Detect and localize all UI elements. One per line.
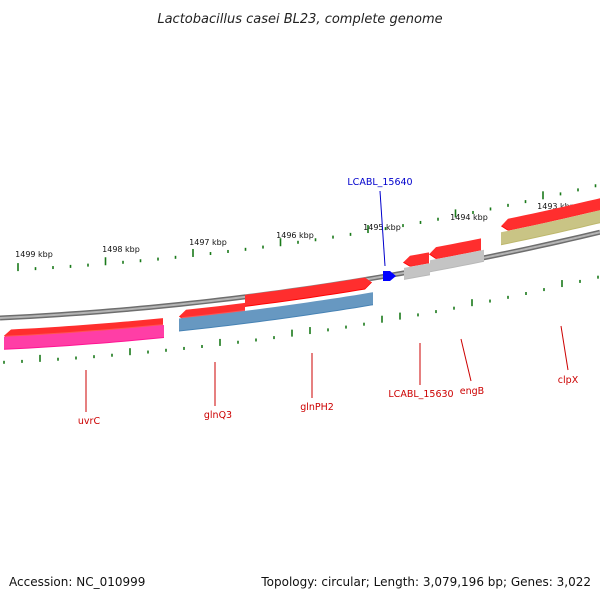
callout-line <box>560 325 569 371</box>
gene-features <box>4 197 600 350</box>
gene-engB <box>429 238 481 260</box>
scale-label: 1496 kbp <box>276 231 314 240</box>
cds-LCABL_15630 <box>404 263 430 280</box>
gene-LCABL_15640 <box>383 271 396 281</box>
gene-label: LCABL_15640 <box>347 177 412 188</box>
scale-label: 1494 kbp <box>450 213 488 222</box>
cds-engB <box>430 249 484 273</box>
gene-glnPH2-shine <box>245 276 372 306</box>
cds-glnQ3-glnPH2 <box>179 292 373 332</box>
scale-label: 1493 kbp <box>537 202 575 211</box>
scale-label: 1499 kbp <box>15 250 53 259</box>
gene-callouts: uvrC glnQ3 glnPH2 LCABL_15630 engB clpX LCABL_… <box>78 177 579 427</box>
scale-label: 1497 kbp <box>189 238 227 247</box>
gene-label: uvrC <box>78 416 101 427</box>
gene-label: glnPH2 <box>300 402 334 413</box>
gene-glnQ3-shine <box>179 301 245 321</box>
gene-engB-shine <box>429 237 481 259</box>
gene-label: clpX <box>558 375 579 386</box>
gene-glnPH2 <box>245 277 372 307</box>
map-title: Lactobacillus casei BL23, complete genom… <box>157 12 442 27</box>
gene-clpX <box>501 198 600 231</box>
accession-text: Accession: NC_010999 <box>9 575 145 589</box>
cds-engB-shine <box>430 248 484 272</box>
gene-label: glnQ3 <box>204 410 232 421</box>
gene-LCABL_15630 <box>403 252 429 267</box>
cds-clpX-shine <box>501 209 600 245</box>
callout-line <box>460 338 472 382</box>
callout-line <box>379 190 386 267</box>
cds-uvrC-shine <box>4 324 164 349</box>
scale-label: 1498 kbp <box>102 245 140 254</box>
cds-glnQ3-glnPH2-shine <box>179 291 373 331</box>
scale-ticks <box>3 184 599 364</box>
cds-clpX <box>501 210 600 246</box>
cds-uvrC <box>4 325 164 350</box>
gene-clpX-shine <box>501 197 600 230</box>
gene-label: engB <box>460 386 484 397</box>
gene-label: LCABL_15630 <box>388 389 453 400</box>
genome-summary-text: Topology: circular; Length: 3,079,196 bp… <box>260 575 591 589</box>
cds-LCABL_15630-shine <box>404 262 430 279</box>
gene-LCABL_15630-shine <box>403 251 429 266</box>
